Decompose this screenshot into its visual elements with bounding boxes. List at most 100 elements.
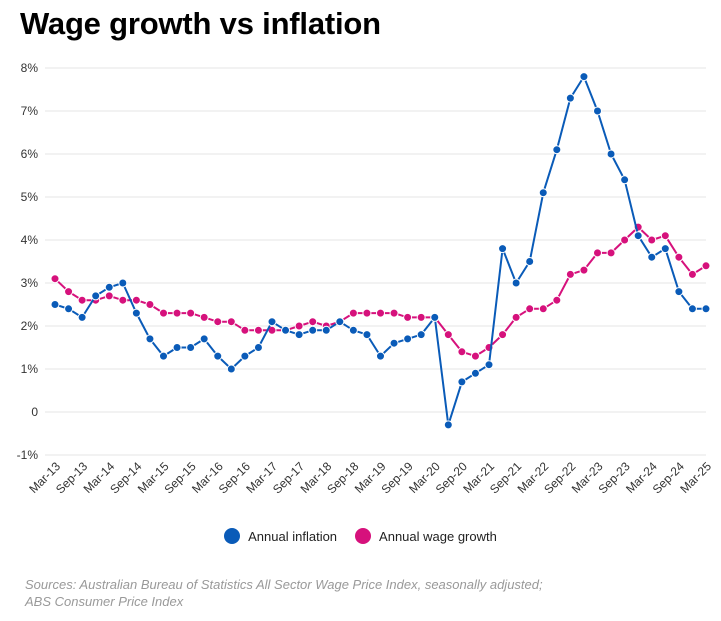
data-point[interactable] bbox=[213, 317, 223, 327]
data-point[interactable] bbox=[498, 330, 508, 340]
data-point[interactable] bbox=[131, 295, 141, 305]
data-point[interactable] bbox=[199, 312, 209, 322]
data-point[interactable] bbox=[308, 317, 318, 327]
data-point[interactable] bbox=[362, 308, 372, 318]
data-point[interactable] bbox=[457, 377, 467, 387]
data-point[interactable] bbox=[226, 364, 236, 374]
data-point[interactable] bbox=[50, 300, 60, 309]
data-point[interactable] bbox=[701, 304, 711, 314]
data-point[interactable] bbox=[118, 295, 128, 305]
data-point[interactable] bbox=[64, 304, 74, 314]
data-point[interactable] bbox=[253, 343, 263, 352]
data-point[interactable] bbox=[118, 278, 128, 288]
legend-item-inflation[interactable]: Annual inflation bbox=[224, 528, 337, 544]
data-point[interactable] bbox=[579, 72, 589, 82]
data-point[interactable] bbox=[172, 343, 182, 352]
data-point[interactable] bbox=[565, 269, 575, 279]
data-point[interactable] bbox=[253, 325, 263, 335]
data-point[interactable] bbox=[389, 308, 399, 318]
data-point[interactable] bbox=[186, 343, 196, 352]
data-point[interactable] bbox=[430, 312, 440, 322]
source-line-1: Sources: Australian Bureau of Statistics… bbox=[25, 577, 543, 592]
data-point[interactable] bbox=[498, 244, 508, 254]
data-point[interactable] bbox=[660, 231, 670, 241]
data-point[interactable] bbox=[552, 295, 562, 305]
data-point[interactable] bbox=[701, 261, 711, 271]
data-point[interactable] bbox=[552, 145, 562, 155]
data-point[interactable] bbox=[484, 360, 494, 370]
data-point[interactable] bbox=[443, 420, 453, 430]
data-point[interactable] bbox=[606, 149, 616, 159]
data-point[interactable] bbox=[593, 106, 602, 116]
data-point[interactable] bbox=[226, 317, 236, 327]
data-point[interactable] bbox=[403, 334, 413, 344]
data-point[interactable] bbox=[376, 308, 385, 318]
data-point[interactable] bbox=[525, 257, 535, 266]
data-point[interactable] bbox=[511, 278, 521, 288]
data-point[interactable] bbox=[538, 304, 548, 314]
data-point[interactable] bbox=[159, 351, 168, 361]
source-line-2: ABS Consumer Price Index bbox=[25, 594, 184, 609]
data-point[interactable] bbox=[77, 312, 87, 322]
data-point[interactable] bbox=[470, 368, 480, 378]
data-point[interactable] bbox=[416, 312, 426, 322]
data-point[interactable] bbox=[281, 325, 291, 335]
data-point[interactable] bbox=[687, 269, 697, 279]
data-point[interactable] bbox=[240, 325, 250, 335]
data-point[interactable] bbox=[647, 252, 657, 262]
data-point[interactable] bbox=[77, 295, 87, 305]
data-point[interactable] bbox=[362, 330, 372, 340]
data-point[interactable] bbox=[159, 308, 168, 318]
y-tick-label: -1% bbox=[17, 448, 39, 462]
data-point[interactable] bbox=[104, 282, 114, 292]
data-point[interactable] bbox=[443, 330, 453, 340]
data-point[interactable] bbox=[416, 330, 426, 340]
data-point[interactable] bbox=[294, 321, 304, 331]
data-point[interactable] bbox=[348, 308, 358, 318]
data-point[interactable] bbox=[389, 338, 399, 348]
data-point[interactable] bbox=[335, 317, 345, 327]
data-point[interactable] bbox=[565, 93, 575, 103]
data-point[interactable] bbox=[633, 231, 643, 241]
data-point[interactable] bbox=[267, 317, 277, 327]
data-point[interactable] bbox=[620, 175, 630, 185]
data-point[interactable] bbox=[199, 334, 209, 344]
data-point[interactable] bbox=[308, 325, 318, 335]
data-point[interactable] bbox=[470, 351, 480, 361]
legend-label-wage: Annual wage growth bbox=[379, 528, 497, 544]
data-point[interactable] bbox=[511, 312, 521, 322]
data-point[interactable] bbox=[294, 330, 304, 340]
data-point[interactable] bbox=[186, 308, 196, 318]
data-point[interactable] bbox=[457, 347, 467, 357]
data-point[interactable] bbox=[131, 308, 141, 318]
legend-item-wage[interactable]: Annual wage growth bbox=[355, 528, 497, 544]
data-point[interactable] bbox=[104, 291, 114, 301]
data-point[interactable] bbox=[687, 304, 697, 314]
data-point[interactable] bbox=[348, 325, 358, 335]
data-point[interactable] bbox=[593, 248, 602, 258]
data-point[interactable] bbox=[606, 248, 616, 258]
data-point[interactable] bbox=[403, 312, 413, 322]
data-point[interactable] bbox=[620, 235, 630, 245]
data-point[interactable] bbox=[538, 188, 548, 198]
y-tick-label: 5% bbox=[21, 190, 39, 204]
data-point[interactable] bbox=[91, 291, 101, 301]
data-point[interactable] bbox=[213, 351, 223, 361]
data-point[interactable] bbox=[145, 300, 155, 309]
data-point[interactable] bbox=[674, 252, 684, 262]
data-point[interactable] bbox=[376, 351, 385, 361]
data-point[interactable] bbox=[660, 244, 670, 254]
data-point[interactable] bbox=[647, 235, 657, 245]
data-point[interactable] bbox=[321, 325, 331, 335]
data-point[interactable] bbox=[50, 274, 60, 284]
data-point[interactable] bbox=[674, 287, 684, 297]
data-point[interactable] bbox=[240, 351, 250, 361]
data-point[interactable] bbox=[579, 265, 589, 275]
data-point[interactable] bbox=[64, 287, 74, 297]
data-point[interactable] bbox=[172, 308, 182, 318]
y-tick-label: 2% bbox=[21, 319, 39, 333]
data-point[interactable] bbox=[525, 304, 535, 314]
source-note: Sources: Australian Bureau of Statistics… bbox=[25, 576, 705, 610]
data-point[interactable] bbox=[145, 334, 155, 344]
